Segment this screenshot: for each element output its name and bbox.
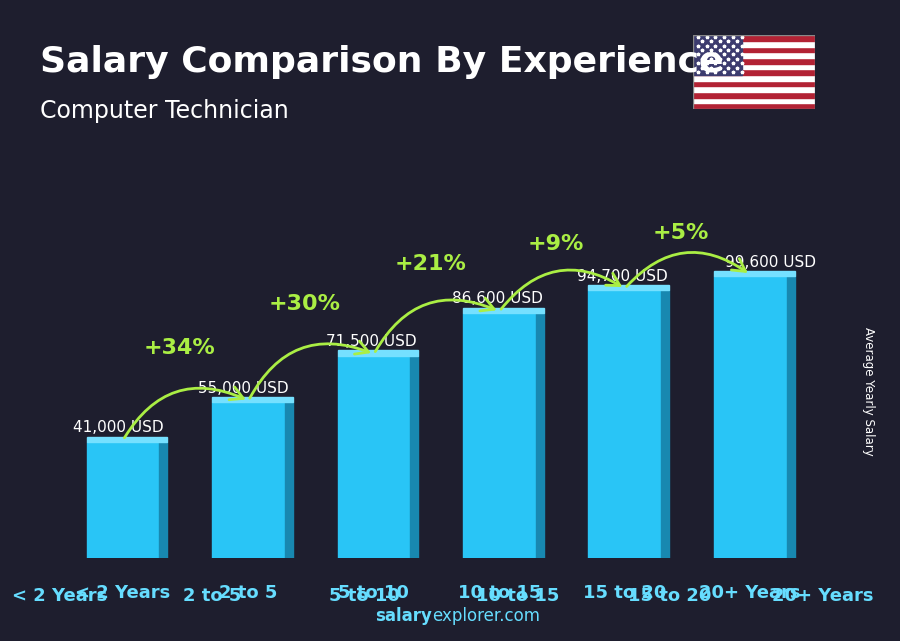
Bar [86, 437, 167, 442]
Bar [693, 58, 814, 63]
Text: 5 to 10: 5 to 10 [338, 585, 410, 603]
Bar [693, 69, 814, 75]
Bar [463, 308, 544, 313]
Text: Salary Comparison By Experience: Salary Comparison By Experience [40, 45, 724, 79]
Text: 2 to 5: 2 to 5 [220, 585, 277, 603]
Bar [589, 290, 662, 558]
Text: < 2 Years: < 2 Years [76, 585, 171, 603]
Text: salary: salary [375, 607, 432, 625]
Text: 15 to 20: 15 to 20 [583, 585, 667, 603]
Bar [212, 403, 284, 558]
Text: 41,000 USD: 41,000 USD [73, 420, 164, 435]
FancyArrowPatch shape [249, 341, 369, 398]
Bar [536, 313, 544, 558]
Text: 20+ Years: 20+ Years [699, 585, 801, 603]
Bar [212, 397, 292, 403]
Bar [693, 41, 814, 47]
Bar [693, 87, 814, 92]
Text: 71,500 USD: 71,500 USD [326, 334, 417, 349]
Bar [714, 276, 787, 558]
Text: +9%: +9% [527, 234, 584, 254]
Text: 99,600 USD: 99,600 USD [725, 254, 816, 270]
Text: 86,600 USD: 86,600 USD [452, 292, 543, 306]
Bar [693, 97, 814, 103]
Text: +30%: +30% [269, 294, 341, 314]
Bar [714, 271, 795, 276]
Bar [693, 35, 814, 41]
Text: explorer.com: explorer.com [432, 607, 540, 625]
Bar [693, 35, 742, 75]
Bar [159, 442, 167, 558]
FancyArrowPatch shape [124, 387, 243, 438]
Bar [693, 103, 814, 109]
Bar [693, 53, 814, 58]
Text: 5 to 10: 5 to 10 [329, 587, 400, 605]
Bar [693, 92, 814, 97]
Bar [410, 356, 419, 558]
Text: 20+ Years: 20+ Years [772, 587, 874, 605]
Text: 10 to 15: 10 to 15 [457, 585, 541, 603]
Text: +21%: +21% [394, 254, 466, 274]
Bar [86, 442, 159, 558]
Bar [662, 290, 670, 558]
Bar [693, 47, 814, 53]
Text: Computer Technician: Computer Technician [40, 99, 289, 123]
Text: 55,000 USD: 55,000 USD [198, 381, 289, 395]
FancyArrowPatch shape [626, 253, 745, 287]
Bar [463, 313, 536, 558]
Bar [693, 81, 814, 87]
Text: 94,700 USD: 94,700 USD [577, 269, 668, 283]
FancyArrowPatch shape [501, 270, 620, 309]
Text: 2 to 5: 2 to 5 [183, 587, 241, 605]
Bar [693, 75, 814, 81]
FancyArrowPatch shape [375, 298, 494, 352]
Bar [693, 63, 814, 69]
Bar [589, 285, 670, 290]
Text: +5%: +5% [653, 223, 709, 243]
Bar [787, 276, 795, 558]
Text: Average Yearly Salary: Average Yearly Salary [862, 327, 875, 455]
Bar [284, 403, 292, 558]
Bar [338, 351, 418, 356]
Text: < 2 Years: < 2 Years [12, 587, 107, 605]
Bar [338, 356, 410, 558]
Text: +34%: +34% [144, 338, 215, 358]
Text: 15 to 20: 15 to 20 [628, 587, 712, 605]
Text: 10 to 15: 10 to 15 [476, 587, 559, 605]
